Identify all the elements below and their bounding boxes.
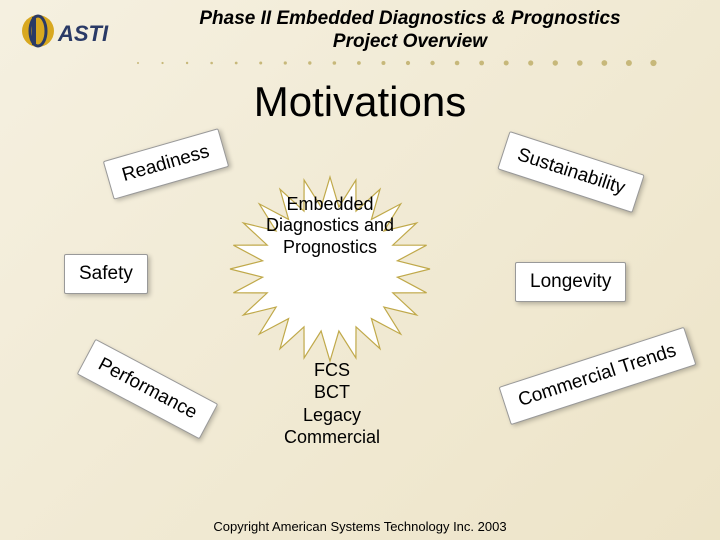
motivation-label: Safety	[64, 254, 148, 294]
slide-header: ASTI Phase II Embedded Diagnostics & Pro…	[0, 0, 720, 58]
list-item: BCT	[252, 381, 412, 404]
list-item: FCS	[252, 359, 412, 382]
motivation-label: Commercial Trends	[499, 326, 697, 424]
divider-dots	[130, 58, 690, 68]
header-title-line1: Phase II Embedded Diagnostics & Prognost…	[120, 8, 700, 31]
header-title-line2: Project Overview	[120, 31, 700, 54]
motivation-label: Sustainability	[497, 131, 644, 213]
logo-graphic: ASTI	[20, 11, 120, 51]
list-item: Commercial	[252, 426, 412, 449]
starburst-text: Embedded Diagnostics and Prognostics	[250, 194, 410, 259]
platforms-list: FCS BCT Legacy Commercial	[252, 359, 412, 449]
logo: ASTI	[20, 11, 120, 51]
motivation-label: Longevity	[515, 262, 626, 302]
motivation-label: Performance	[77, 338, 218, 438]
logo-text: ASTI	[57, 21, 109, 46]
copyright-text: Copyright American Systems Technology In…	[0, 519, 720, 534]
main-title: Motivations	[0, 78, 720, 126]
header-title: Phase II Embedded Diagnostics & Prognost…	[120, 8, 700, 54]
list-item: Legacy	[252, 404, 412, 427]
motivations-diagram: Embedded Diagnostics and Prognostics Rea…	[0, 134, 720, 514]
motivation-label: Readiness	[103, 128, 229, 199]
